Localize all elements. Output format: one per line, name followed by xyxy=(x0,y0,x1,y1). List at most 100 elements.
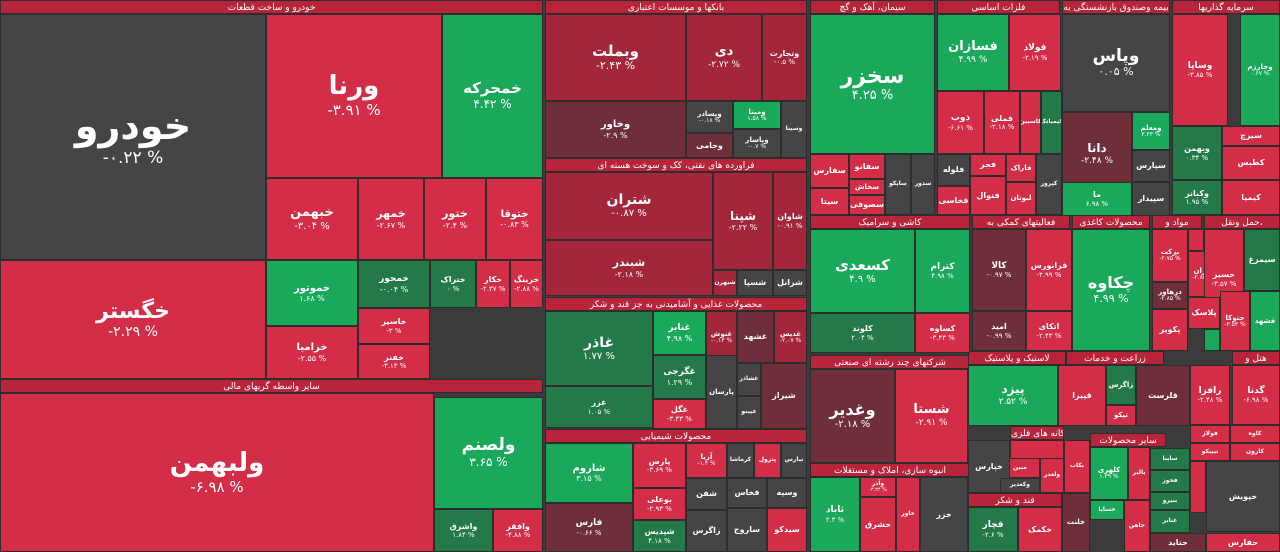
stock-tile[interactable]: دی -۲.۷۲ % xyxy=(686,14,762,101)
sector-header-insurance[interactable]: بیمه وصندوق بازنشستگی به xyxy=(1062,0,1170,14)
small-stock-tile[interactable]: وجامی xyxy=(686,133,733,158)
stock-tile[interactable]: ساینا xyxy=(1150,448,1190,470)
stock-tile[interactable]: غگرجی ۱.۲۹ % xyxy=(653,355,706,399)
stock-tile[interactable]: چکاوه ۴.۹۹ % xyxy=(1072,229,1150,351)
stock-tile[interactable]: خساپا xyxy=(1090,500,1124,520)
stock-tile[interactable]: ولصنم ۳.۶۵ % xyxy=(434,397,543,509)
small-stock-tile[interactable]: ولغدر xyxy=(1040,458,1064,493)
small-stock-tile[interactable]: سدور xyxy=(911,154,935,215)
stock-tile[interactable]: ختوقا -۰.۸۳ % xyxy=(486,178,543,260)
stock-tile[interactable]: خودرو -۰.۲۲ % xyxy=(0,14,266,260)
stock-tile[interactable]: وبملت -۲.۴۳ % xyxy=(545,14,686,101)
stock-tile[interactable]: ورنا -۳.۹۱ % xyxy=(266,14,442,178)
stock-tile[interactable]: کلهری ۱.۳۹ % xyxy=(1090,447,1128,500)
stock-tile[interactable]: ثاباد ۲.۳ % xyxy=(810,477,860,552)
stock-tile[interactable]: ختور -۲.۴ % xyxy=(424,178,486,260)
stock-tile[interactable]: ما ۶.۹۸ % xyxy=(1062,182,1132,216)
stock-tile[interactable]: شپنا -۲.۲۲ % xyxy=(713,172,773,270)
stock-tile[interactable]: شاروم ۳.۱۵ % xyxy=(545,443,633,503)
small-stock-tile[interactable]: زاگرس xyxy=(686,510,727,552)
small-stock-tile[interactable]: کاسپین xyxy=(1020,91,1041,154)
small-stock-tile[interactable]: کرماشا xyxy=(727,443,754,478)
stock-tile[interactable]: خموتور ۱.۶۸ % xyxy=(266,260,358,326)
small-stock-tile[interactable]: ساپکو xyxy=(885,154,911,215)
small-stock-tile[interactable]: فخاس xyxy=(727,478,767,508)
sector-header-hotel[interactable]: هتل و xyxy=(1232,351,1280,365)
sector-header-support[interactable]: فعالیتهای کمکی به xyxy=(972,215,1070,229)
sector-header-invest[interactable]: سرمایه گذاریها xyxy=(1172,0,1280,14)
small-stock-tile[interactable]: خپویش xyxy=(1206,461,1280,532)
stock-tile[interactable]: کاوه xyxy=(1230,425,1280,443)
stock-tile[interactable]: کسعدی ۴.۹ % xyxy=(810,229,915,313)
small-stock-tile[interactable]: سیرچ xyxy=(1222,126,1280,146)
stock-tile[interactable]: شتران -۰.۸۷ % xyxy=(545,172,713,240)
stock-tile[interactable]: ختراک ۰ % xyxy=(430,260,476,308)
stock-tile[interactable]: غزر ۱.۰۵ % xyxy=(545,386,653,428)
small-stock-tile[interactable]: کیمیاتک xyxy=(1041,91,1062,154)
stock-tile[interactable]: ولبهمن -۶.۹۸ % xyxy=(0,393,434,552)
sector-header-coal[interactable]: استخراج کانه های فلزی xyxy=(1010,426,1064,440)
small-stock-tile[interactable]: پارسان xyxy=(706,355,737,429)
stock-tile[interactable]: خمحور -۰.۰۴ % xyxy=(358,260,430,308)
small-stock-tile[interactable]: نیارس xyxy=(781,443,807,478)
small-stock-tile[interactable]: شسپا xyxy=(737,270,773,296)
sector-header-mass[interactable]: انبوه سازی، املاک و مستغلات xyxy=(810,463,970,477)
stock-tile[interactable]: تیپیکو xyxy=(1190,443,1230,461)
stock-tile[interactable]: خاسیر -۳ % xyxy=(358,308,430,344)
small-stock-tile[interactable]: خشرق xyxy=(860,497,896,552)
sector-header-transport[interactable]: حمل ونقل، xyxy=(1204,215,1280,229)
small-stock-tile[interactable]: سیدکو xyxy=(767,508,807,552)
stock-tile[interactable]: وخارزم ۰.۶۷ % xyxy=(1240,14,1280,126)
sector-header-cement[interactable]: سیمان، آهک و گچ xyxy=(810,0,935,14)
stock-tile[interactable]: غدیس -۲.۰۷ % xyxy=(774,311,807,363)
sector-header-auto[interactable]: خودرو و ساخت قطعات xyxy=(0,0,543,14)
stock-tile[interactable]: خزامیا -۲.۵۵ % xyxy=(266,326,358,379)
small-stock-tile[interactable]: سیمرغ xyxy=(1244,229,1280,291)
sector-header-sugar[interactable]: قند و شکر xyxy=(968,493,1062,507)
stock-tile[interactable]: سخزر ۴.۲۵ % xyxy=(810,14,935,154)
small-stock-tile[interactable]: وکغدیر xyxy=(1000,478,1040,493)
small-stock-tile[interactable]: سصوفی xyxy=(849,195,885,215)
small-stock-tile[interactable]: پلاسک xyxy=(1188,297,1220,329)
stock-tile[interactable]: فخوز xyxy=(1150,470,1190,492)
small-stock-tile[interactable]: شیراز xyxy=(761,363,807,429)
stock-tile[interactable]: حتوکا -۳.۵۳ % xyxy=(1220,291,1250,351)
small-stock-tile[interactable]: فجر xyxy=(970,154,1006,176)
sector-header-drug[interactable]: مواد و xyxy=(1152,215,1202,229)
stock-tile[interactable]: وافقر -۴.۸۸ % xyxy=(493,509,543,552)
stock-tile[interactable]: اتکای -۲.۴۳ % xyxy=(1026,311,1072,351)
small-stock-tile[interactable]: خلنت xyxy=(1062,493,1090,552)
sector-header-metal[interactable]: فلزات اساسی xyxy=(937,0,1060,14)
small-stock-tile[interactable]: شبهرن xyxy=(713,270,737,296)
sector-header-chem[interactable]: محصولات شیمیایی xyxy=(545,429,807,443)
small-stock-tile[interactable]: قپیرا xyxy=(1058,365,1106,426)
small-stock-tile[interactable]: وسپه xyxy=(767,478,807,508)
stock-tile[interactable]: فملی -۲.۱۸ % xyxy=(984,91,1020,154)
stock-tile[interactable]: وبهمن ۰.۳۴ % xyxy=(1172,126,1222,180)
stock-tile[interactable]: خبهمن -۳.۰۴ % xyxy=(266,178,358,260)
stock-tile[interactable]: خفنر -۳.۱۳ % xyxy=(358,344,430,379)
stock-tile[interactable]: امید -۰.۹۹ % xyxy=(972,311,1026,351)
small-stock-tile[interactable]: قلرست xyxy=(1136,365,1190,426)
small-stock-tile[interactable]: کطبس xyxy=(1222,146,1280,180)
stock-tile[interactable]: غنابر xyxy=(1150,510,1190,533)
stock-tile[interactable]: رافزا -۲.۴۸ % xyxy=(1190,365,1230,425)
stock-tile[interactable]: وخاور -۲.۹ % xyxy=(545,101,686,158)
stock-tile[interactable]: پارس -۳.۶۹ % xyxy=(633,443,686,488)
small-stock-tile[interactable]: غشاذر xyxy=(737,363,761,396)
stock-tile[interactable]: ومعلم ۳.۴۳ % xyxy=(1132,112,1170,150)
small-stock-tile[interactable]: سپارس xyxy=(1132,150,1170,182)
stock-tile[interactable]: وآذر -۳.۳۴ % xyxy=(860,477,896,497)
sector-header-tile[interactable]: کاشی و سرامیک xyxy=(810,215,970,229)
small-stock-tile[interactable]: تپکو xyxy=(1106,405,1136,426)
small-stock-tile[interactable]: غپینو xyxy=(737,396,761,429)
small-stock-tile[interactable]: سخاش xyxy=(849,179,885,195)
stock-tile[interactable]: کارون xyxy=(1230,443,1280,461)
stock-tile[interactable]: وتجارت -۰.۵ % xyxy=(762,14,807,101)
small-stock-tile[interactable]: پکویر xyxy=(1152,309,1188,351)
small-stock-tile[interactable]: خاور xyxy=(896,477,920,552)
stock-tile[interactable]: ومینا ۱.۵۸ % xyxy=(733,101,781,129)
stock-tile[interactable]: قچار -۲.۶ % xyxy=(968,507,1018,552)
stock-tile[interactable]: آریا -۱.۴ % xyxy=(686,443,727,478)
small-stock-tile[interactable]: بالبر xyxy=(1128,447,1150,500)
